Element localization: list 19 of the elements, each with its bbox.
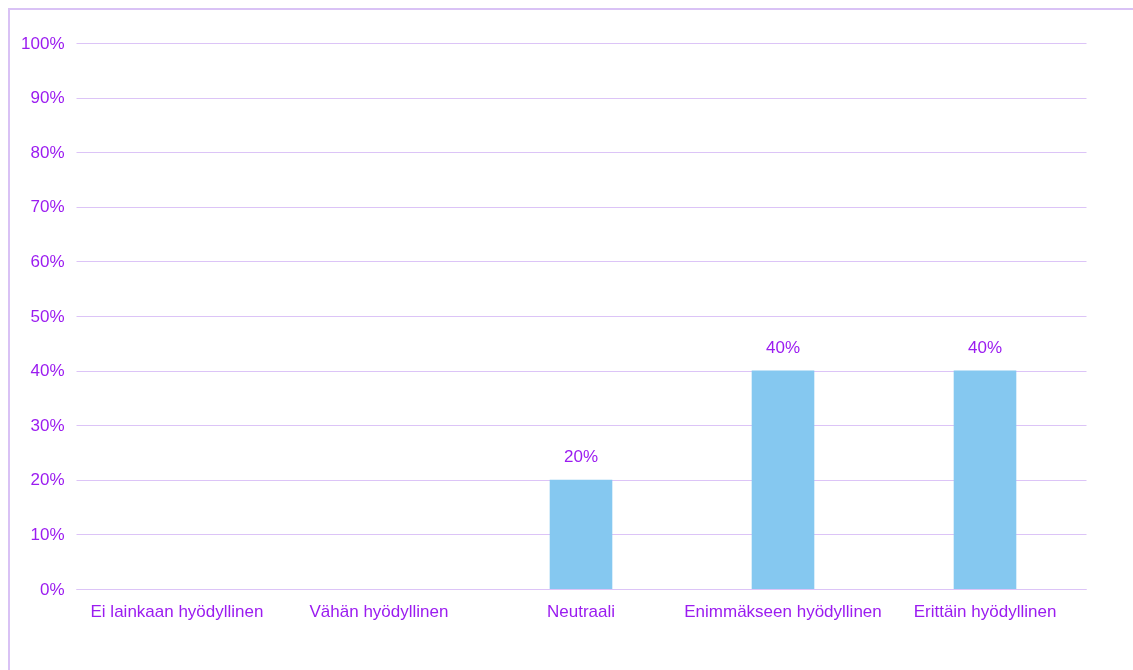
y-tick-label: 0% — [39, 579, 65, 599]
y-tick-label: 50% — [30, 306, 65, 326]
y-tick-label: 40% — [30, 361, 65, 381]
x-tick-label: Vähän hyödyllinen — [309, 601, 449, 621]
data-label: 40% — [765, 337, 801, 357]
y-tick-label: 80% — [30, 142, 65, 162]
x-tick-label: Neutraali — [546, 601, 616, 621]
x-tick-label: Ei lainkaan hyödyllinen — [90, 601, 264, 621]
y-tick-label: 30% — [30, 415, 65, 435]
data-label: 20% — [563, 446, 599, 466]
y-tick-label: 70% — [30, 197, 65, 217]
x-tick-label: Erittäin hyödyllinen — [913, 601, 1057, 621]
data-label: 40% — [967, 337, 1003, 357]
y-tick-label: 10% — [30, 524, 65, 544]
y-tick-label: 90% — [30, 88, 65, 108]
y-tick-label: 100% — [21, 33, 65, 53]
y-tick-label: 60% — [30, 251, 65, 271]
x-tick-label: Enimmäkseen hyödyllinen — [684, 601, 882, 621]
y-tick-label: 20% — [30, 470, 65, 490]
